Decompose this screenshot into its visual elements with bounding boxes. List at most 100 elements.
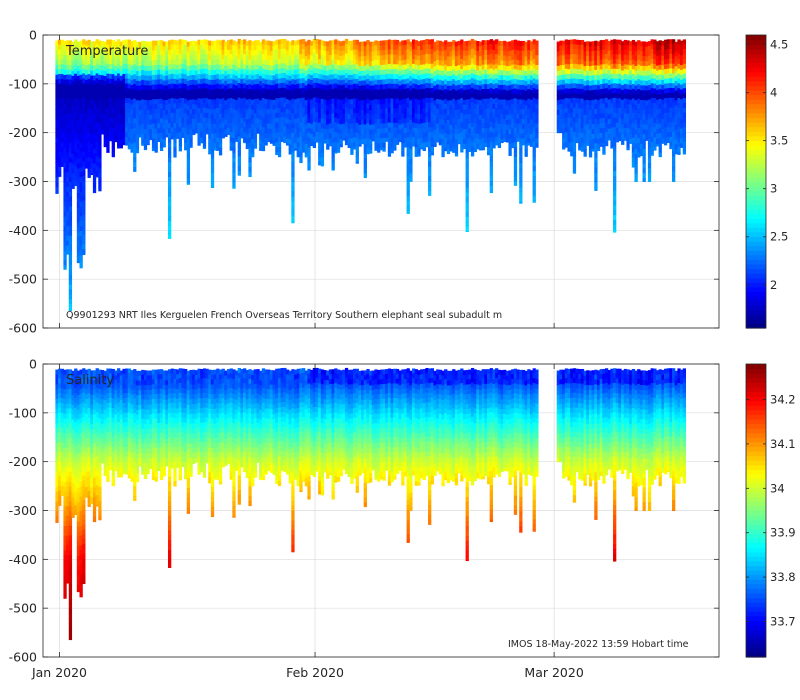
heatmap-cell (184, 79, 188, 85)
heatmap-cell (524, 154, 528, 157)
heatmap-cell (95, 102, 99, 109)
heatmap-cell (334, 141, 338, 148)
heatmap-cell (283, 92, 287, 99)
heatmap-cell (125, 103, 129, 109)
heatmap-cell (125, 142, 129, 146)
heatmap-cell (143, 60, 148, 67)
heatmap-cell (497, 118, 502, 125)
heatmap-cell (503, 94, 507, 100)
heatmap-cell (503, 123, 507, 130)
heatmap-cell (403, 59, 408, 66)
heatmap-cell (71, 46, 75, 52)
heatmap-cell (500, 55, 504, 62)
heatmap-cell (162, 80, 166, 86)
heatmap-cell (95, 39, 99, 45)
heatmap-cell (58, 49, 62, 55)
heatmap-cell (251, 85, 255, 91)
heatmap-cell (111, 88, 115, 95)
heatmap-cell (438, 45, 443, 52)
heatmap-cell (433, 119, 437, 126)
heatmap-cell (363, 134, 367, 140)
heatmap-cell (186, 51, 191, 57)
heatmap-cell (84, 109, 89, 115)
heatmap-cell (208, 152, 212, 155)
heatmap-cell (133, 44, 137, 51)
heatmap-cell (318, 54, 322, 60)
heatmap-cell (462, 55, 467, 62)
heatmap-cell (202, 88, 207, 94)
heatmap-cell (336, 74, 341, 81)
heatmap-cell (465, 70, 469, 76)
heatmap-cell (497, 94, 502, 100)
heatmap-cell (285, 123, 290, 129)
heatmap-cell (352, 122, 357, 129)
heatmap-cell (253, 113, 258, 119)
heatmap-cell (285, 69, 290, 76)
heatmap-cell (481, 54, 485, 61)
heatmap-cell (186, 139, 191, 145)
heatmap-cell (350, 74, 354, 81)
heatmap-cell (355, 122, 359, 129)
heatmap-cell (82, 239, 86, 245)
heatmap-cell (580, 93, 585, 100)
heatmap-cell (532, 97, 536, 104)
heatmap-cell (382, 50, 386, 56)
heatmap-cell (591, 65, 595, 72)
heatmap-cell (84, 162, 89, 169)
heatmap-cell (462, 51, 467, 57)
heatmap-cell (328, 123, 333, 129)
heatmap-cell (251, 133, 255, 140)
heatmap-cell (100, 133, 105, 135)
heatmap-cell (245, 41, 249, 47)
heatmap-cell (417, 104, 421, 111)
heatmap-cell (210, 109, 215, 115)
heatmap-cell (452, 137, 456, 144)
heatmap-cell (66, 138, 70, 144)
heatmap-cell (291, 137, 295, 144)
heatmap-cell (269, 114, 274, 120)
heatmap-cell (500, 89, 504, 96)
heatmap-cell (151, 40, 156, 46)
heatmap-cell (151, 99, 156, 105)
heatmap-cell (106, 44, 110, 50)
heatmap-cell (162, 95, 166, 101)
heatmap-cell (355, 147, 359, 153)
heatmap-cell (352, 73, 357, 80)
heatmap-cell (232, 55, 236, 61)
heatmap-cell (310, 114, 314, 120)
heatmap-cell (184, 93, 188, 100)
heatmap-cell (444, 84, 448, 90)
heatmap-cell (497, 70, 502, 76)
heatmap-cell (572, 58, 577, 65)
heatmap-cell (194, 50, 199, 57)
heatmap-cell (414, 103, 418, 110)
heatmap-cell (133, 137, 137, 144)
heatmap-cell (489, 180, 493, 187)
heatmap-cell (406, 151, 410, 157)
heatmap-cell (586, 51, 590, 57)
heatmap-cell (578, 74, 582, 80)
heatmap-cell (411, 112, 416, 119)
heatmap-cell (307, 157, 311, 163)
heatmap-cell (559, 74, 563, 81)
heatmap-cell (189, 128, 193, 135)
heatmap-cell (291, 186, 295, 193)
heatmap-cell (390, 113, 394, 119)
heatmap-cell (583, 139, 587, 145)
heatmap-cell (508, 114, 512, 120)
heatmap-cell (449, 41, 453, 48)
heatmap-cell (572, 83, 577, 89)
heatmap-cell (532, 136, 536, 143)
heatmap-cell (610, 83, 614, 90)
heatmap-cell (591, 124, 595, 130)
heatmap-cell (449, 80, 453, 87)
heatmap-cell (82, 49, 86, 55)
heatmap-cell (409, 144, 413, 150)
heatmap-cell (205, 39, 209, 46)
heatmap-cell (409, 114, 413, 121)
heatmap-cell (138, 115, 142, 121)
heatmap-cell (167, 128, 172, 134)
heatmap-cell (283, 136, 287, 142)
heatmap-cell (411, 54, 416, 60)
heatmap-cell (186, 124, 191, 131)
